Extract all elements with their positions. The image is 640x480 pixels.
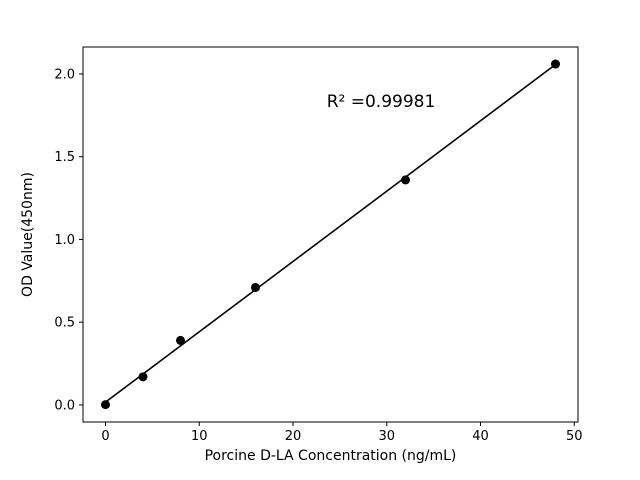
x-tick-label: 30 bbox=[378, 429, 395, 444]
data-point bbox=[138, 372, 148, 382]
plot-border bbox=[82, 46, 579, 423]
y-axis-ticks: 0.0 0.5 1.0 1.5 2.0 bbox=[54, 67, 83, 413]
x-tick-label: 50 bbox=[566, 429, 583, 444]
x-tick-label: 40 bbox=[472, 429, 489, 444]
r-squared-annotation: R² =0.99981 bbox=[326, 92, 436, 112]
x-tick-label: 10 bbox=[191, 429, 208, 444]
x-axis-label: Porcine D-LA Concentration (ng/mL) bbox=[204, 448, 457, 464]
data-point bbox=[551, 59, 560, 69]
data-points bbox=[101, 59, 560, 410]
x-tick-label: 0 bbox=[101, 429, 109, 444]
y-axis-label: OD Value(450nm) bbox=[20, 172, 36, 297]
x-axis-ticks: 0 10 20 30 40 50 bbox=[101, 422, 583, 444]
data-point bbox=[401, 175, 410, 185]
y-tick-label: 1.0 bbox=[54, 233, 75, 248]
data-point bbox=[101, 400, 110, 410]
y-tick-label: 2.0 bbox=[54, 67, 75, 82]
data-point bbox=[176, 335, 185, 345]
y-tick-label: 0.0 bbox=[54, 398, 75, 413]
data-point bbox=[251, 282, 260, 292]
y-tick-label: 0.5 bbox=[54, 316, 75, 331]
y-tick-label: 1.5 bbox=[54, 150, 75, 165]
x-tick-label: 20 bbox=[285, 429, 302, 444]
fit-line bbox=[105, 63, 556, 403]
